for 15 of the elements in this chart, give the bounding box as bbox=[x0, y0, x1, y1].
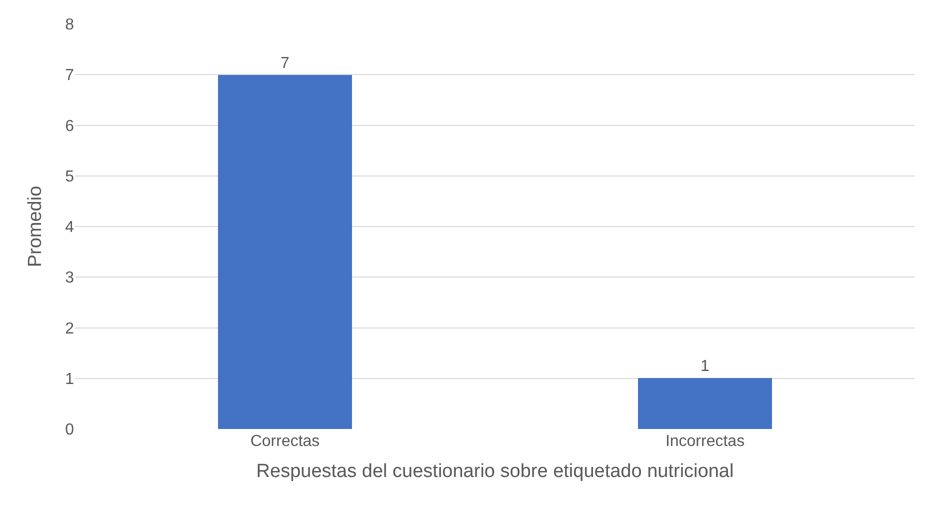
x-tick-label: Correctas bbox=[250, 433, 320, 450]
y-tick-label: 6 bbox=[65, 118, 74, 135]
y-tick-label: 0 bbox=[65, 422, 74, 439]
y-tick-label: 2 bbox=[65, 320, 74, 338]
x-tick-label: Incorrectas bbox=[665, 433, 745, 450]
data-label: 1 bbox=[700, 358, 710, 375]
y-tick-label: 1 bbox=[65, 370, 74, 388]
y-axis-title: Promedio bbox=[24, 186, 46, 268]
x-axis-title: Respuestas del cuestionario sobre etiquetado nutricional bbox=[256, 460, 734, 482]
y-tick-label: 3 bbox=[65, 270, 74, 287]
y-tick-label: 8 bbox=[65, 16, 74, 34]
y-tick-label: 4 bbox=[65, 219, 74, 236]
y-tick-label: 7 bbox=[65, 67, 74, 84]
data-label: 7 bbox=[280, 55, 290, 72]
y-tick-label: 5 bbox=[65, 168, 74, 186]
